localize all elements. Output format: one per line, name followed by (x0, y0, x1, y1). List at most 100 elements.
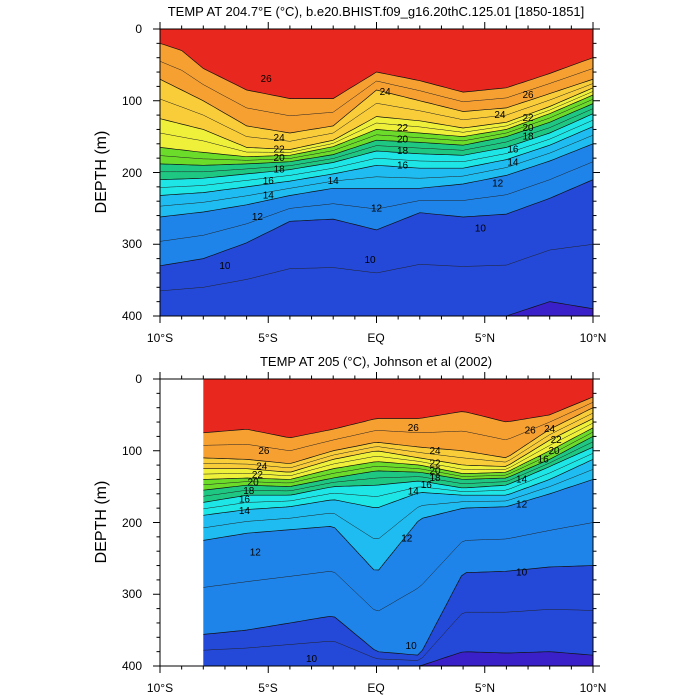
contour-label: 14 (328, 176, 340, 187)
contour-label: 16 (421, 480, 433, 491)
isotherm-8 (160, 301, 593, 316)
contour-label: 20 (429, 466, 441, 477)
contour-fills-bottom (203, 379, 593, 666)
chart-title-top: TEMP AT 204.7°E (°C), b.e20.BHIST.f09_g1… (168, 4, 585, 19)
isotherm-8 (203, 651, 593, 666)
contour-label: 12 (371, 203, 383, 214)
contour-label: 12 (492, 178, 504, 189)
contour-label: 22 (252, 470, 264, 481)
y-tick-label: 300 (122, 237, 142, 251)
contour-label: 20 (522, 123, 534, 134)
contour-label: 22 (274, 145, 286, 156)
contour-label: 10 (406, 641, 418, 652)
isotherm-20 (203, 427, 593, 480)
contour-label: 18 (522, 132, 534, 143)
contour-label: 16 (239, 495, 251, 506)
contour-band (203, 447, 593, 516)
isotherm-24 (203, 407, 593, 464)
isotherm-14 (160, 126, 593, 196)
contour-label: 12 (250, 548, 262, 559)
contour-label: 20 (248, 477, 260, 488)
contour-label: 14 (408, 487, 420, 498)
y-axis-label-top: DEPTH (m) (93, 131, 110, 214)
contour-label: 14 (507, 158, 519, 169)
y-tick-label: 400 (122, 659, 142, 673)
isotherm-10 (160, 179, 593, 267)
x-tick-label: 10°N (580, 681, 607, 695)
panel-top: TEMP AT 204.7°E (°C), b.e20.BHIST.f09_g1… (93, 4, 606, 345)
y-tick-label: 300 (122, 587, 142, 601)
contour-band (203, 651, 593, 666)
isotherm-12 (203, 479, 593, 571)
y-tick-label: 0 (135, 22, 142, 36)
contour-label: 20 (548, 446, 560, 457)
contour-band (160, 95, 593, 166)
x-tick-label: 10°S (147, 681, 173, 695)
contour-label: 18 (274, 165, 286, 176)
contour-band (160, 143, 593, 266)
contour-label: 20 (274, 153, 286, 164)
contour-label: 10 (219, 261, 231, 272)
isotherm-24 (160, 78, 593, 134)
y-tick-label: 400 (122, 309, 142, 323)
x-tick-label: 5°S (258, 331, 277, 345)
contour-label: 22 (551, 435, 563, 446)
contour-band (160, 113, 593, 196)
contour-label: 12 (252, 212, 264, 223)
contour-label: 18 (397, 146, 409, 157)
isotherm-19 (203, 431, 593, 486)
y-axis-label-bottom: DEPTH (m) (93, 481, 110, 564)
y-tick-label: 200 (122, 166, 142, 180)
contour-label: 14 (239, 506, 251, 517)
contour-lines-bottom (203, 396, 593, 666)
contour-label: 16 (263, 176, 275, 187)
contour-label: 10 (306, 654, 318, 665)
y-tick-label: 200 (122, 516, 142, 530)
contour-band (160, 103, 593, 180)
isotherm-12 (160, 143, 593, 218)
x-tick-label: 5°N (475, 681, 495, 695)
panel-bottom: TEMP AT 205 (°C), Johnson et al (2002) D… (93, 354, 606, 695)
isotherm-17 (160, 108, 593, 173)
isotherm-21 (160, 91, 593, 153)
isotherm-11 (160, 161, 593, 242)
contour-label: 14 (263, 191, 275, 202)
x-tick-label: 10°S (147, 331, 173, 345)
isotherm-11 (203, 522, 593, 612)
contour-label: 18 (243, 486, 255, 497)
isotherm-13 (160, 134, 593, 207)
contour-label: 18 (429, 473, 441, 484)
contour-fills-top (160, 29, 593, 316)
isotherm-18 (203, 436, 593, 491)
contour-label: 16 (397, 160, 409, 171)
contour-label: 10 (475, 224, 487, 235)
isotherm-10 (203, 565, 593, 656)
contour-band (160, 301, 593, 316)
contour-label: 22 (397, 123, 409, 134)
contour-label: 24 (380, 87, 392, 98)
isotherm-9 (203, 609, 593, 661)
contour-label: 24 (429, 446, 441, 457)
isotherm-21 (203, 422, 593, 476)
isotherm-26 (160, 43, 593, 99)
contour-band (203, 427, 593, 491)
isotherm-14 (203, 459, 593, 516)
contour-label: 24 (274, 133, 286, 144)
contour-label: 26 (258, 446, 270, 457)
isotherm-25 (160, 61, 593, 117)
isotherm-15 (203, 453, 593, 510)
isotherm-16 (160, 113, 593, 181)
contour-label: 10 (364, 255, 376, 266)
isotherm-25 (203, 402, 593, 451)
axis-ticks-bottom (153, 372, 600, 673)
contour-label: 26 (525, 426, 537, 437)
x-tick-label: 10°N (580, 331, 607, 345)
chart-title-bottom: TEMP AT 205 (°C), Johnson et al (2002) (260, 354, 492, 369)
contour-band (203, 565, 593, 666)
contour-band (203, 479, 593, 656)
isotherm-16 (203, 446, 593, 503)
contour-label: 24 (494, 110, 506, 121)
